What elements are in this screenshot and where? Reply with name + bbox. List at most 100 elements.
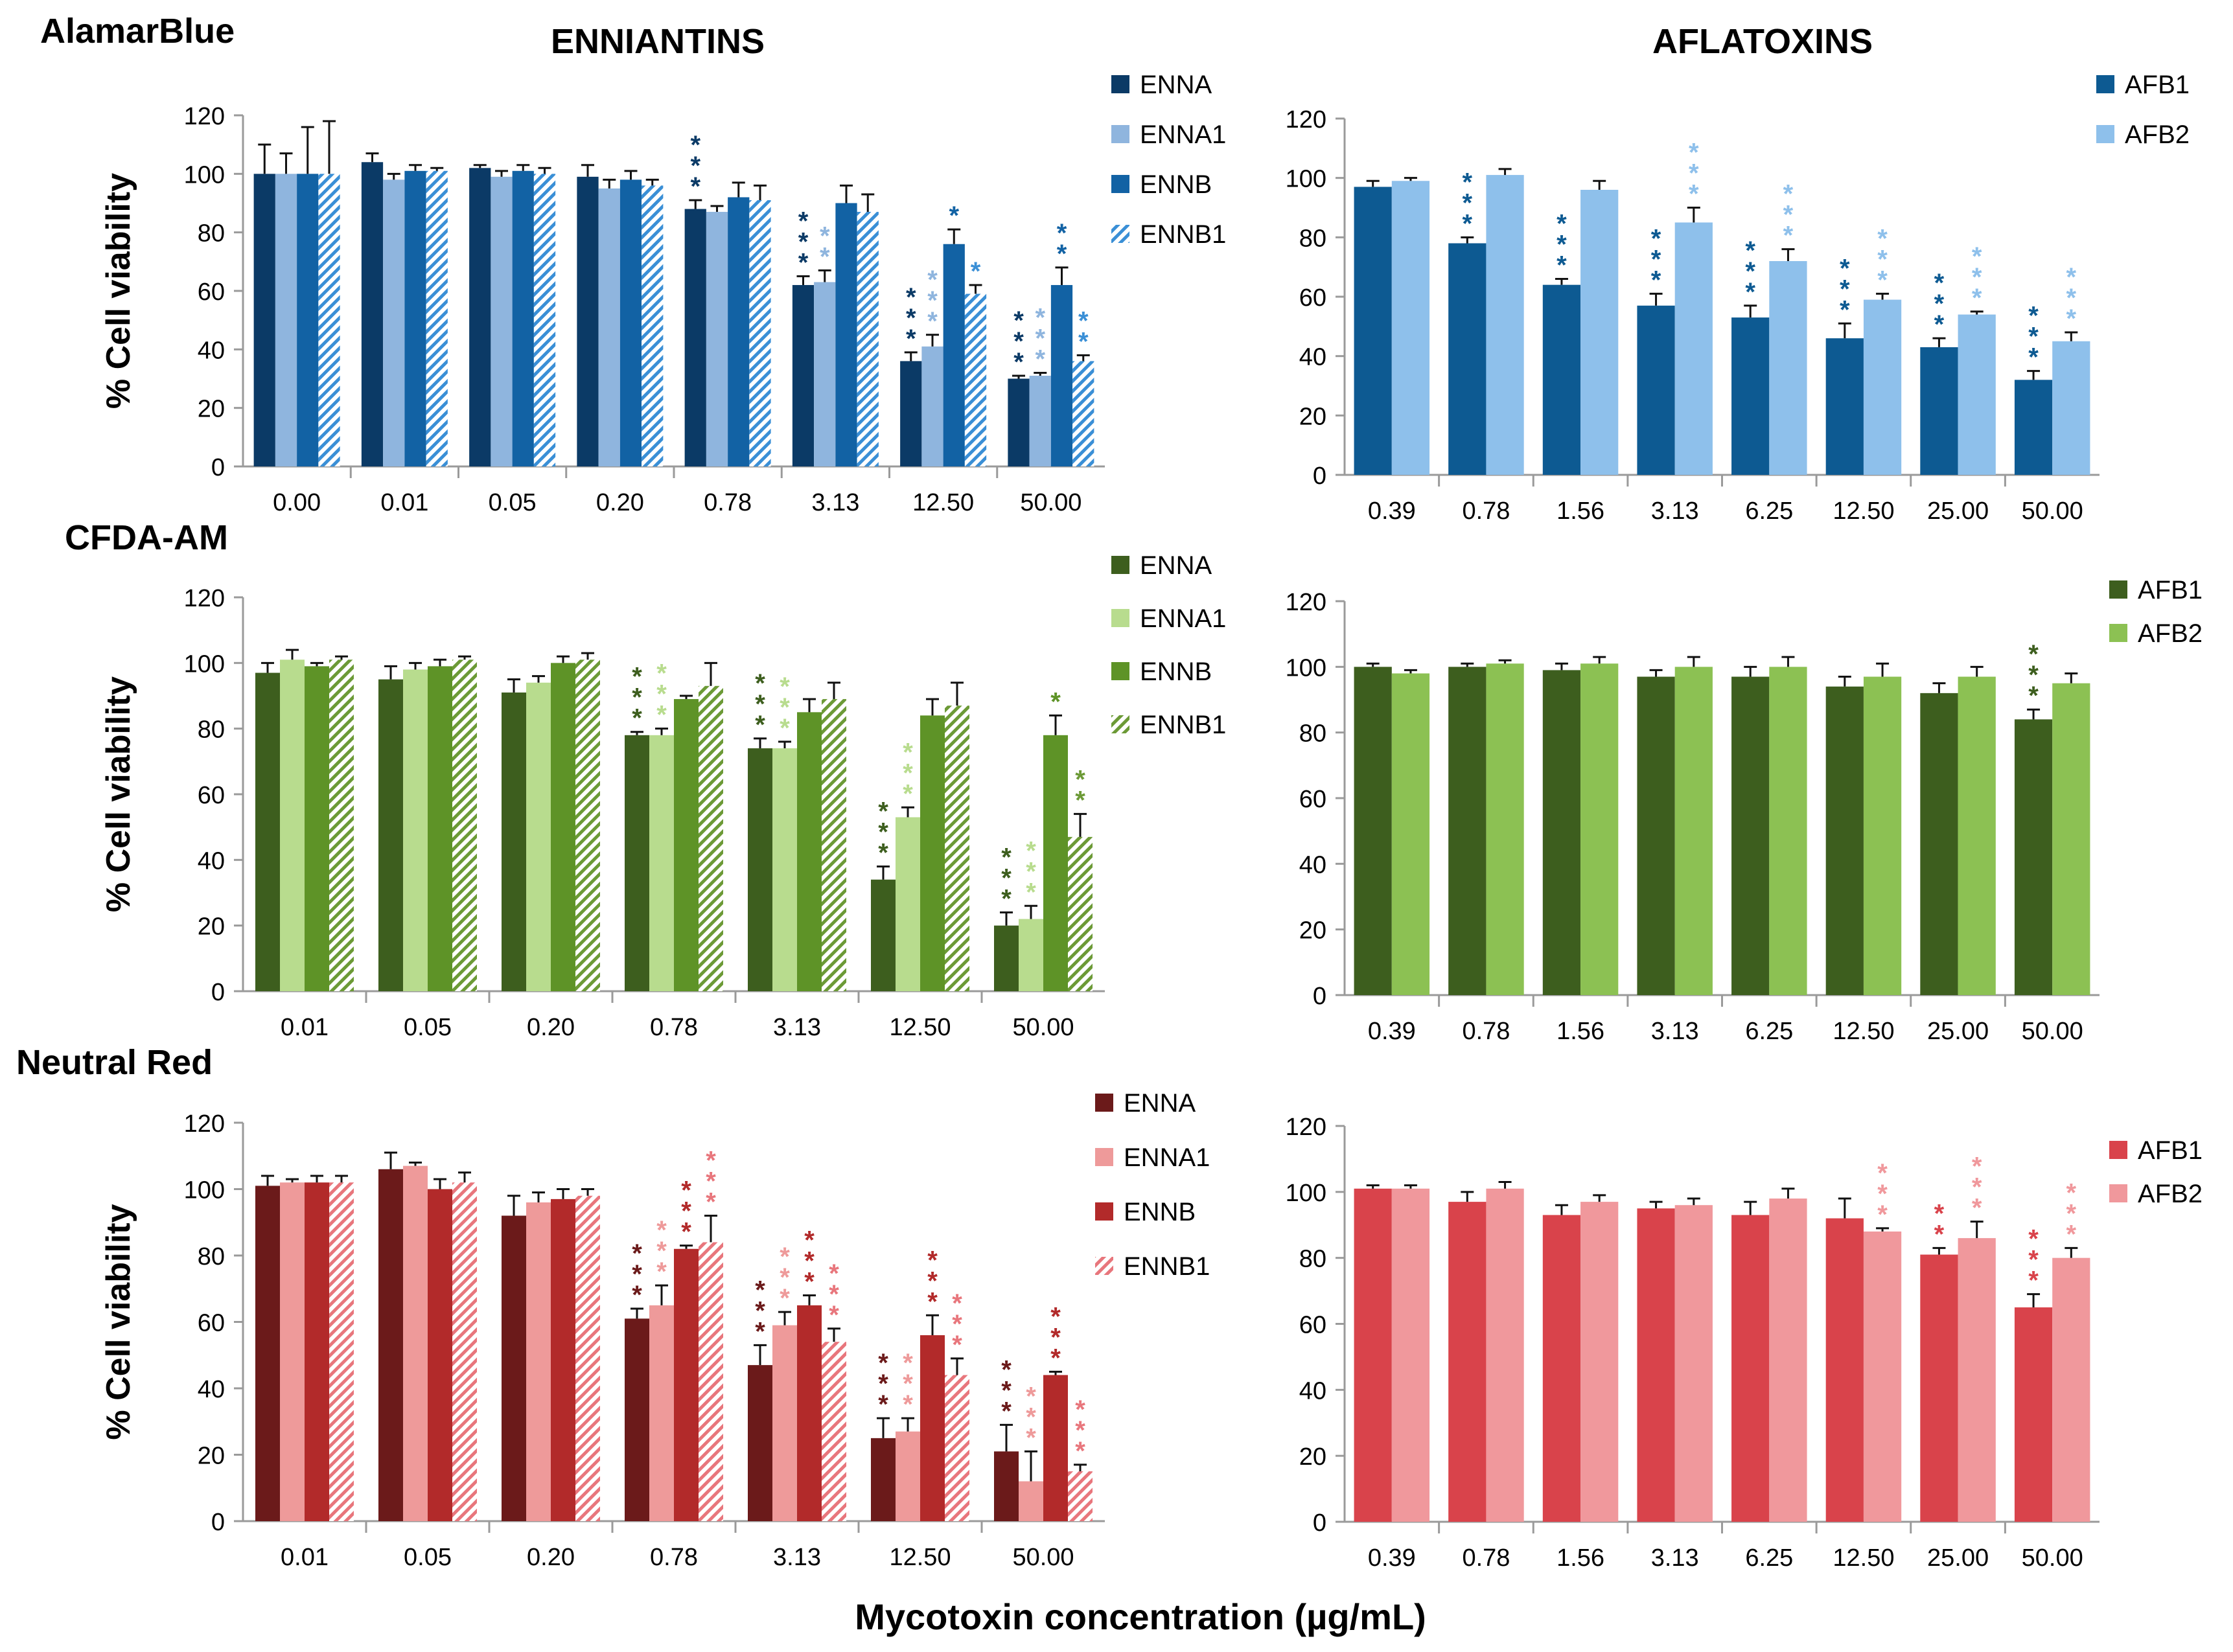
significance-star: * bbox=[1075, 1395, 1085, 1424]
row-label-cfda-am: CFDA-AM bbox=[65, 518, 228, 557]
y-tick-label: 40 bbox=[1299, 344, 1326, 371]
bar-enna1 bbox=[526, 682, 551, 991]
error-bar-enna bbox=[365, 152, 379, 163]
significance-star: * bbox=[1689, 159, 1699, 188]
significance-star: * bbox=[656, 1216, 667, 1245]
significance-star: * bbox=[1078, 327, 1089, 356]
error-bar-enna bbox=[877, 1417, 890, 1438]
y-tick-label: 0 bbox=[1313, 983, 1326, 1010]
x-tick-label: 12.50 bbox=[1833, 1544, 1894, 1572]
error-bar-enna1 bbox=[286, 1178, 299, 1183]
bar-ennb1 bbox=[964, 293, 987, 466]
x-tick-label: 0.20 bbox=[527, 1014, 575, 1041]
significance-star: * bbox=[1075, 1437, 1085, 1465]
error-bar-ennb bbox=[680, 1245, 693, 1249]
error-bar-enna bbox=[796, 275, 810, 285]
bar-enna1 bbox=[280, 1182, 305, 1521]
error-bar-ennb1 bbox=[581, 1188, 594, 1196]
significance-star: * bbox=[1840, 295, 1850, 324]
legend-swatch bbox=[2096, 75, 2114, 93]
error-bar-afb1 bbox=[1932, 1246, 1946, 1255]
significance-star: * bbox=[1783, 222, 1794, 250]
error-bar-ennb bbox=[1049, 714, 1062, 735]
legend-swatch bbox=[1111, 175, 1129, 193]
error-bar-ennb1 bbox=[1074, 812, 1087, 837]
bar-enna bbox=[625, 735, 649, 991]
bar-afb2 bbox=[1958, 1238, 1996, 1522]
significance-star: * bbox=[1840, 275, 1850, 303]
x-tick-label: 12.50 bbox=[1833, 498, 1894, 525]
x-tick-label: 0.05 bbox=[404, 1014, 452, 1041]
significance-star: * bbox=[1026, 836, 1036, 865]
significance-star: * bbox=[656, 680, 667, 709]
error-bar-ennb1 bbox=[458, 655, 471, 660]
error-bar-enna1 bbox=[901, 806, 914, 818]
significance-star: * bbox=[1840, 254, 1850, 282]
error-bar-ennb1 bbox=[827, 682, 840, 700]
significance-star: * bbox=[906, 304, 916, 332]
bar-afb1 bbox=[1354, 1188, 1392, 1522]
x-tick-label: 0.20 bbox=[527, 1544, 575, 1571]
significance-star: * bbox=[878, 838, 888, 867]
bar-enna bbox=[748, 1365, 772, 1521]
error-bar-ennb1 bbox=[581, 652, 594, 660]
x-tick-label: 3.13 bbox=[773, 1544, 821, 1571]
legend: ENNA ENNA1 ENNB ENNB1 bbox=[1095, 1089, 1210, 1281]
error-bar-ennb1 bbox=[645, 178, 659, 186]
bar-enna1 bbox=[403, 669, 428, 991]
significance-star: * bbox=[1026, 1403, 1036, 1431]
bar-afb1 bbox=[1354, 667, 1392, 995]
x-tick-label: 0.78 bbox=[650, 1014, 698, 1041]
error-bar-afb1 bbox=[1555, 278, 1568, 285]
significance-star: * bbox=[878, 1370, 888, 1398]
bar-ennb bbox=[551, 663, 575, 991]
significance-star: * bbox=[2066, 1199, 2077, 1228]
bar-afb1 bbox=[1637, 1208, 1675, 1522]
error-bar-ennb bbox=[926, 1314, 939, 1335]
bar-ennb bbox=[305, 1182, 329, 1521]
bar-enna1 bbox=[772, 1325, 797, 1521]
error-bar-enna bbox=[631, 1307, 643, 1319]
significance-star: * bbox=[903, 779, 913, 808]
bar-ennb bbox=[797, 712, 822, 991]
legend-swatch bbox=[1111, 609, 1129, 627]
bar-enna bbox=[871, 879, 896, 991]
significance-star: * bbox=[1075, 765, 1085, 794]
y-tick-label: 120 bbox=[184, 103, 225, 130]
error-bar-afb2 bbox=[1498, 168, 1512, 176]
x-tick-label: 0.39 bbox=[1368, 498, 1416, 525]
y-tick-label: 20 bbox=[198, 396, 225, 423]
significance-star: * bbox=[1013, 327, 1024, 356]
significance-star: * bbox=[632, 663, 642, 691]
y-tick-label: 100 bbox=[1286, 654, 1326, 682]
bar-ennb bbox=[512, 170, 534, 466]
significance-star: * bbox=[1013, 348, 1024, 376]
significance-star: * bbox=[755, 690, 765, 718]
legend: ENNA ENNA1 ENNB ENNB1 bbox=[1111, 71, 1226, 249]
bar-afb2 bbox=[1769, 1199, 1807, 1522]
x-tick-label: 0.05 bbox=[404, 1544, 452, 1571]
significance-star: * bbox=[1689, 139, 1699, 167]
x-tick-label: 6.25 bbox=[1745, 498, 1793, 525]
error-bar-afb2 bbox=[1970, 310, 1984, 315]
bar-enna1 bbox=[896, 817, 920, 991]
significance-star: * bbox=[1035, 303, 1045, 332]
bar-enna bbox=[469, 168, 491, 466]
error-bar-enna bbox=[384, 1151, 397, 1169]
error-bar-enna1 bbox=[532, 675, 545, 683]
y-tick-label: 20 bbox=[1299, 917, 1326, 945]
significance-star: * bbox=[690, 172, 700, 201]
error-bar-afb1 bbox=[1366, 662, 1380, 667]
x-tick-label: 3.13 bbox=[773, 1014, 821, 1041]
significance-star: * bbox=[1026, 878, 1036, 906]
y-tick-label: 20 bbox=[198, 913, 225, 941]
error-bar-enna bbox=[689, 199, 702, 209]
error-bar-ennb bbox=[680, 694, 693, 700]
x-tick-label: 0.01 bbox=[281, 1014, 329, 1041]
significance-star: * bbox=[706, 1147, 716, 1175]
significance-star: * bbox=[1057, 219, 1067, 247]
chart-nr-afb: 0 20 40 60 80 100 120 0.39 0.78 1.56 3.13 6.25 12.50… bbox=[1286, 1114, 2203, 1572]
x-tick-label: 25.00 bbox=[1927, 1544, 1989, 1572]
y-tick-label: 0 bbox=[1313, 463, 1326, 490]
